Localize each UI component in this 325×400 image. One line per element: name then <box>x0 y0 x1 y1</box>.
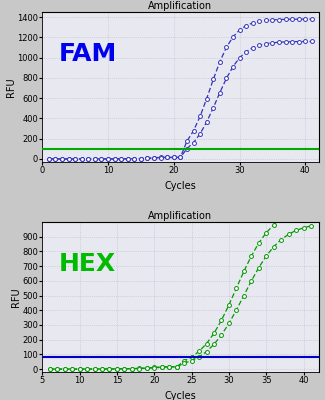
X-axis label: Cycles: Cycles <box>164 391 196 400</box>
Y-axis label: RFU: RFU <box>11 287 21 307</box>
Text: HEX: HEX <box>59 252 116 276</box>
Text: FAM: FAM <box>59 42 117 66</box>
Y-axis label: RFU: RFU <box>6 77 16 97</box>
Title: Amplification: Amplification <box>148 1 213 11</box>
Title: Amplification: Amplification <box>148 211 213 221</box>
X-axis label: Cycles: Cycles <box>164 181 196 191</box>
